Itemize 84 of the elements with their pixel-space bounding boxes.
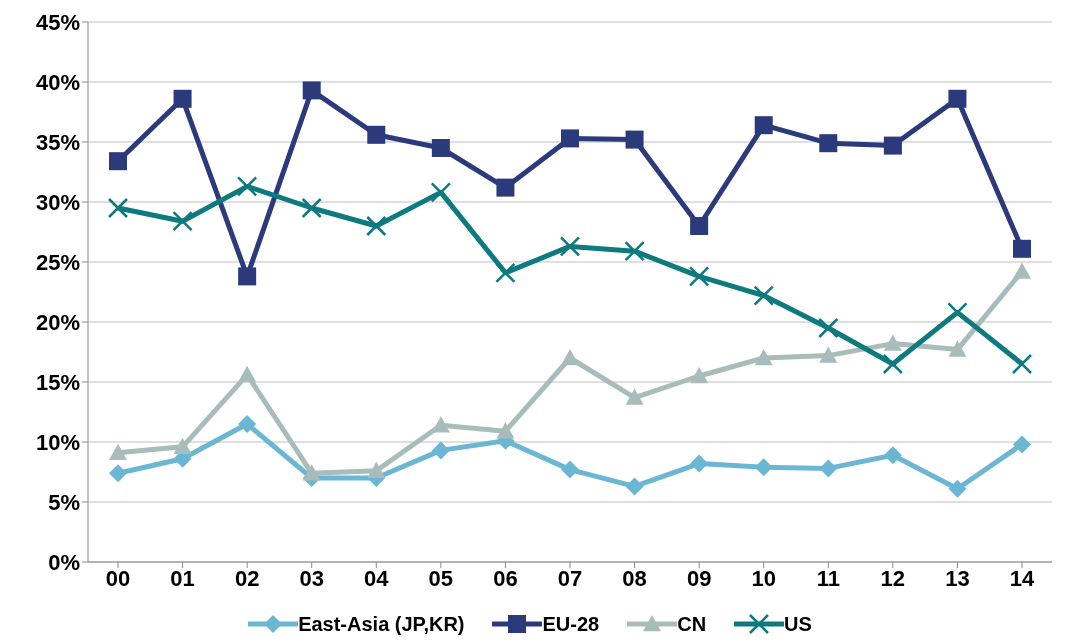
- point: [302, 464, 321, 481]
- x-tick-label: 10: [751, 565, 776, 591]
- x-tick-label: 11: [816, 565, 840, 591]
- x-tick-label: 04: [364, 565, 390, 591]
- y-tick-label: 35%: [35, 129, 80, 155]
- point: [819, 134, 838, 153]
- point: [495, 262, 516, 284]
- y-tick-label: 10%: [35, 429, 80, 455]
- point: [107, 197, 129, 219]
- point: [367, 125, 386, 144]
- point: [561, 349, 579, 366]
- point: [882, 353, 904, 375]
- point: [688, 266, 710, 287]
- point: [238, 267, 257, 286]
- point: [1013, 239, 1031, 258]
- x-tick-label: 06: [493, 565, 518, 591]
- y-tick-label: 0%: [48, 549, 80, 575]
- point: [754, 349, 773, 366]
- point: [690, 454, 709, 473]
- x-tick-label: 13: [945, 565, 970, 591]
- y-tick-label: 15%: [35, 369, 80, 395]
- point: [301, 197, 322, 219]
- legend-label: EU-28: [541, 612, 600, 636]
- point: [624, 240, 645, 262]
- point: [109, 443, 127, 460]
- point: [818, 317, 839, 339]
- point: [754, 458, 773, 477]
- point: [430, 182, 452, 203]
- point: [947, 302, 968, 323]
- point: [883, 334, 902, 351]
- point: [496, 422, 515, 439]
- x-tick-label: 07: [557, 565, 583, 591]
- x-tick-label: 14: [1009, 565, 1035, 591]
- point: [625, 130, 644, 149]
- point: [559, 236, 581, 257]
- point: [173, 437, 192, 454]
- point: [561, 129, 579, 148]
- point: [1013, 435, 1031, 454]
- y-tick-label: 5%: [48, 489, 80, 515]
- point: [753, 285, 774, 306]
- point: [948, 89, 967, 108]
- point: [948, 479, 967, 498]
- x-tick-label: 05: [428, 565, 454, 591]
- point: [431, 139, 450, 157]
- x-tick-label: 01: [170, 565, 195, 591]
- point: [173, 89, 192, 108]
- y-tick-label: 30%: [35, 189, 80, 215]
- x-tick-label: 12: [880, 565, 906, 591]
- x-tick-label: 02: [234, 565, 260, 591]
- point: [948, 340, 967, 357]
- point: [625, 388, 644, 405]
- legend-label: East-Asia (JP,KR): [297, 612, 465, 636]
- y-tick-label: 40%: [35, 69, 80, 95]
- y-tick-label: 20%: [35, 309, 80, 335]
- point: [109, 152, 127, 171]
- point: [496, 178, 515, 197]
- point: [431, 441, 450, 460]
- point: [367, 461, 386, 478]
- point: [302, 81, 321, 100]
- point: [883, 446, 902, 465]
- point: [690, 217, 709, 235]
- legend-label: CN: [676, 612, 707, 636]
- x-tick-label: 09: [686, 565, 712, 591]
- point: [819, 459, 838, 478]
- x-tick-label: 00: [105, 565, 131, 591]
- point: [238, 365, 257, 382]
- point: [819, 346, 838, 363]
- point: [561, 460, 579, 479]
- x-tick-label: 08: [622, 565, 647, 591]
- point: [238, 415, 257, 433]
- y-tick-label: 25%: [35, 249, 80, 275]
- point: [172, 210, 193, 232]
- legend-label: US: [783, 612, 812, 636]
- point: [625, 477, 644, 496]
- x-tick-label: 03: [299, 565, 324, 591]
- point: [1011, 353, 1033, 375]
- point: [109, 464, 127, 483]
- point: [366, 215, 387, 237]
- point: [754, 116, 773, 135]
- point: [236, 176, 258, 197]
- y-tick-label: 45%: [35, 9, 80, 35]
- point: [883, 136, 902, 155]
- point: [690, 367, 709, 384]
- point: [1013, 262, 1031, 279]
